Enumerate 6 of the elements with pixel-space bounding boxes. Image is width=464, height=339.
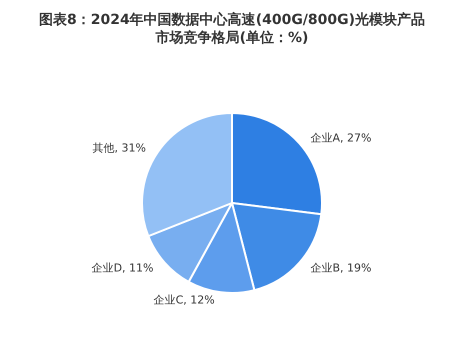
slice-label: 企业A, 27% [310,132,372,145]
slice-label: 企业D, 11% [92,261,154,274]
chart-title: 图表8：2024年中国数据中心高速(400G/800G)光模块产品市场竞争格局(单位：%) [38,11,426,46]
slice-label: 企业C, 12% [154,294,215,307]
slice-label: 企业B, 19% [310,261,372,274]
slice-label: 其他, 31% [92,141,146,154]
